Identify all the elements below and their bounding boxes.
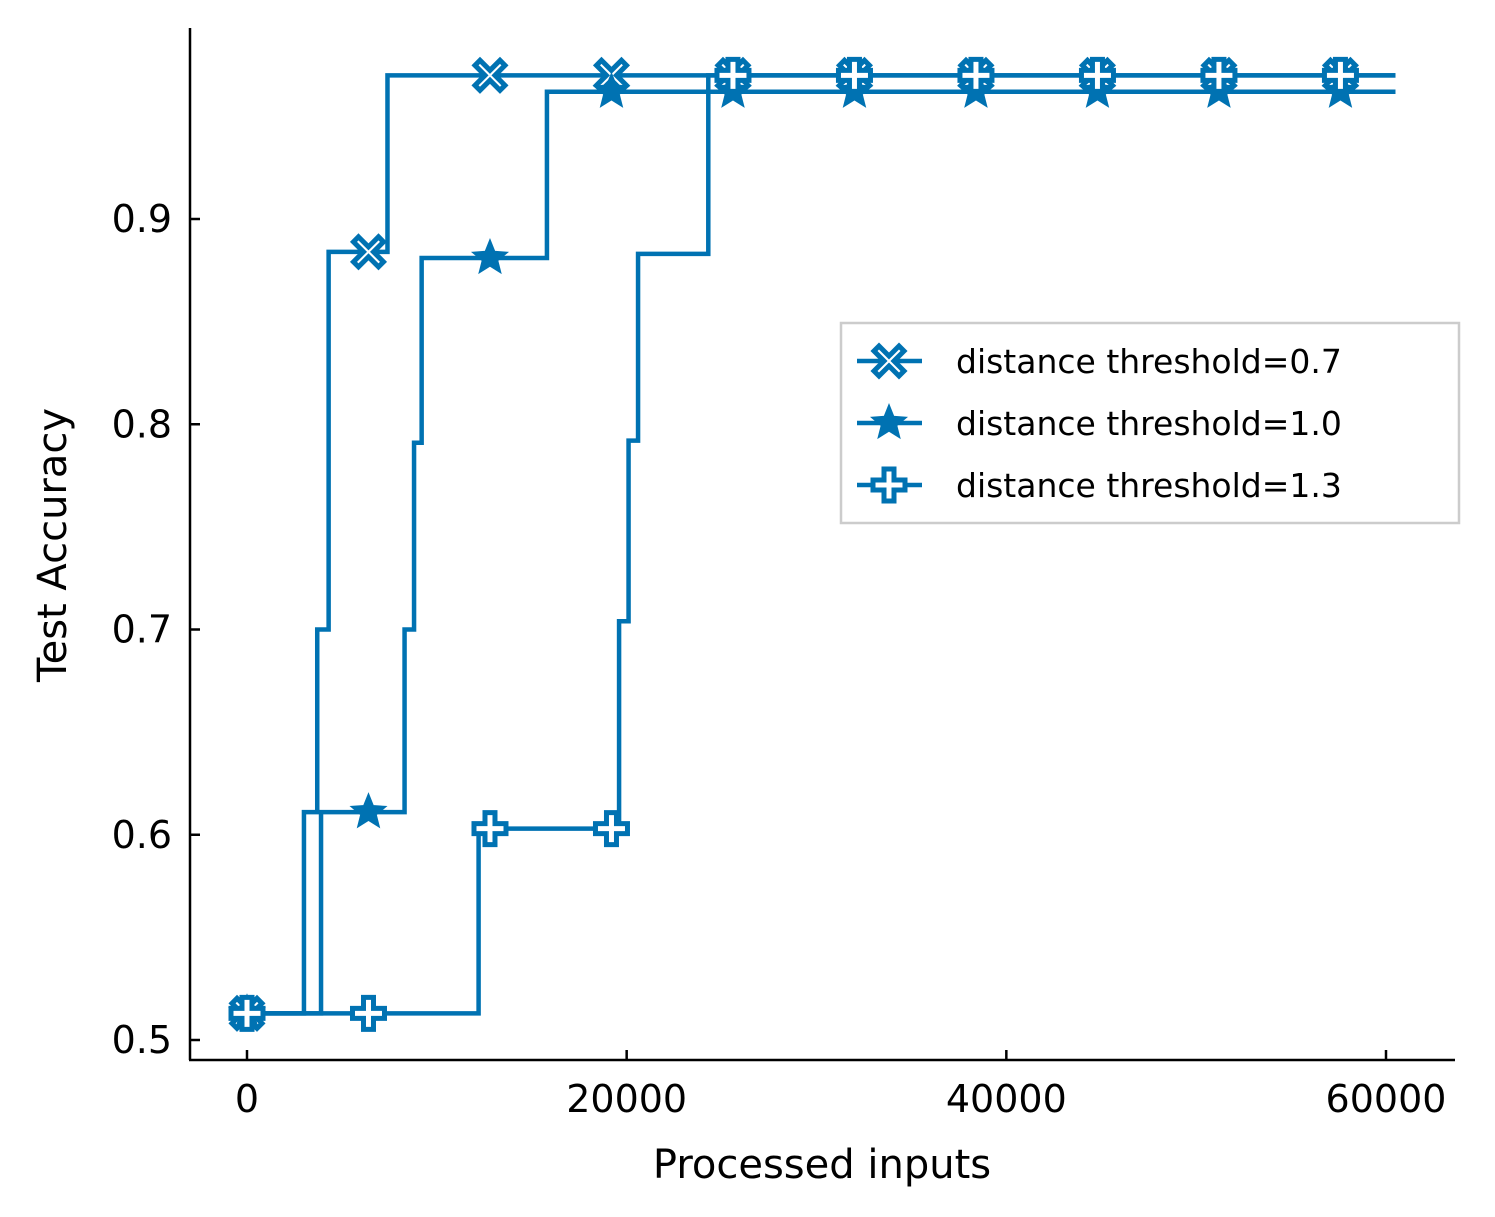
data-point (592, 71, 631, 108)
y-tick-label: 0.9 (112, 197, 172, 241)
x-tick-label: 60000 (1326, 1077, 1447, 1121)
y-tick-label: 0.5 (112, 1018, 172, 1062)
y-tick-label: 0.8 (112, 402, 172, 446)
marker-shape (1078, 56, 1116, 94)
marker-shape (1321, 56, 1359, 94)
y-axis-title: Test Accuracy (30, 408, 76, 683)
marker-shape (592, 71, 631, 108)
marker-shape (349, 233, 388, 271)
x-tick-label: 20000 (566, 1077, 687, 1121)
marker-shape (349, 792, 388, 829)
legend-label: distance threshold=0.7 (956, 342, 1342, 381)
y-tick-label: 0.7 (112, 608, 172, 652)
data-point (1200, 56, 1238, 94)
legend-label: distance threshold=1.3 (956, 466, 1342, 505)
data-point (592, 810, 630, 848)
data-point (470, 237, 509, 275)
data-point (471, 810, 509, 848)
data-point (957, 56, 995, 94)
data-point (1078, 56, 1116, 94)
marker-shape (471, 810, 509, 848)
axes-layer (188, 28, 1455, 1062)
series-layer (227, 56, 1396, 1032)
data-point (471, 56, 509, 94)
legend-marker (870, 466, 908, 504)
legend: distance threshold=0.7 distance threshold… (839, 321, 1461, 525)
marker-shape (957, 56, 995, 94)
ticks-layer: 0 20000 40000 60000 0.5 0.6 0.7 0.8 0.9 (112, 197, 1447, 1121)
legend-item-3: distance threshold=1.3 (857, 466, 1342, 505)
legend-label: distance threshold=1.0 (956, 404, 1342, 443)
x-tick-label: 40000 (946, 1077, 1067, 1121)
legend-items: distance threshold=0.7 distance threshold… (857, 342, 1342, 505)
marker-shape (835, 56, 873, 94)
data-point (714, 56, 752, 94)
legend-item-1: distance threshold=0.7 (857, 342, 1342, 381)
x-axis-title: Processed inputs (653, 1142, 991, 1188)
marker-shape (592, 810, 630, 848)
marker-shape (228, 994, 266, 1032)
marker-shape (1200, 56, 1238, 94)
data-point (1321, 56, 1359, 94)
legend-marker (869, 402, 909, 440)
data-point (349, 792, 388, 829)
series-line (247, 89, 1396, 1016)
data-point (349, 994, 387, 1032)
data-point (228, 994, 266, 1032)
marker-shape (714, 56, 752, 94)
marker-shape (349, 994, 387, 1032)
marker-shape (869, 402, 909, 440)
marker-shape (470, 237, 509, 275)
series-line (247, 73, 1396, 1016)
legend-item-2: distance threshold=1.0 (857, 402, 1342, 443)
marker-shape (870, 342, 908, 380)
marker-shape (870, 466, 908, 504)
legend-marker (870, 342, 908, 380)
data-point (835, 56, 873, 94)
series-3 (228, 56, 1396, 1032)
series-line (247, 73, 1396, 1016)
y-tick-label: 0.6 (112, 813, 172, 857)
marker-shape (471, 56, 509, 94)
legend-frame (839, 321, 1461, 525)
data-point (349, 233, 388, 271)
x-tick-label: 0 (235, 1077, 259, 1121)
